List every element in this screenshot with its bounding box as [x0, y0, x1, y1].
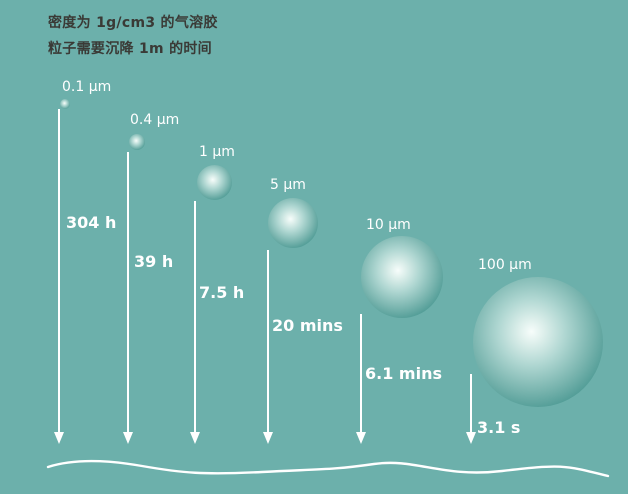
settling-arrow	[54, 109, 64, 444]
particle-sphere	[129, 134, 145, 150]
arrow-line	[194, 201, 196, 433]
settling-arrow	[190, 201, 200, 444]
settling-time-label: 304 h	[66, 213, 117, 232]
settling-arrow	[356, 314, 366, 444]
particle-size-label: 100 μm	[478, 257, 532, 273]
settling-arrow	[263, 250, 273, 444]
particle-size-label: 0.1 μm	[62, 79, 112, 95]
particle-size-label: 5 μm	[270, 177, 306, 193]
arrow-line	[127, 152, 129, 433]
particle-sphere	[473, 277, 603, 407]
particle-sphere	[60, 99, 70, 109]
arrow-line	[470, 374, 472, 433]
infographic-title: 密度为 1g/cm3 的气溶胶 粒子需要沉降 1m 的时间	[48, 10, 218, 62]
arrow-down-icon	[190, 432, 200, 444]
arrow-down-icon	[356, 432, 366, 444]
arrow-line	[58, 109, 60, 433]
settling-time-label: 6.1 mins	[365, 364, 442, 383]
settling-arrow	[123, 152, 133, 444]
particle-size-label: 10 μm	[366, 217, 411, 233]
arrow-line	[267, 250, 269, 433]
arrow-down-icon	[54, 432, 64, 444]
settling-time-label: 39 h	[134, 252, 174, 271]
settling-time-label: 7.5 h	[199, 283, 245, 302]
particle-sphere	[197, 165, 232, 200]
particle-size-label: 0.4 μm	[130, 112, 180, 128]
title-line-2: 粒子需要沉降 1m 的时间	[48, 41, 212, 57]
settling-time-label: 3.1 s	[477, 418, 521, 437]
particle-size-label: 1 μm	[199, 144, 235, 160]
arrow-line	[360, 314, 362, 433]
arrow-down-icon	[123, 432, 133, 444]
title-line-1: 密度为 1g/cm3 的气溶胶	[48, 15, 218, 31]
arrow-down-icon	[466, 432, 476, 444]
particle-sphere	[361, 236, 443, 318]
particle-sphere	[268, 198, 318, 248]
settling-arrow	[466, 374, 476, 444]
settling-time-label: 20 mins	[272, 316, 343, 335]
arrow-down-icon	[263, 432, 273, 444]
